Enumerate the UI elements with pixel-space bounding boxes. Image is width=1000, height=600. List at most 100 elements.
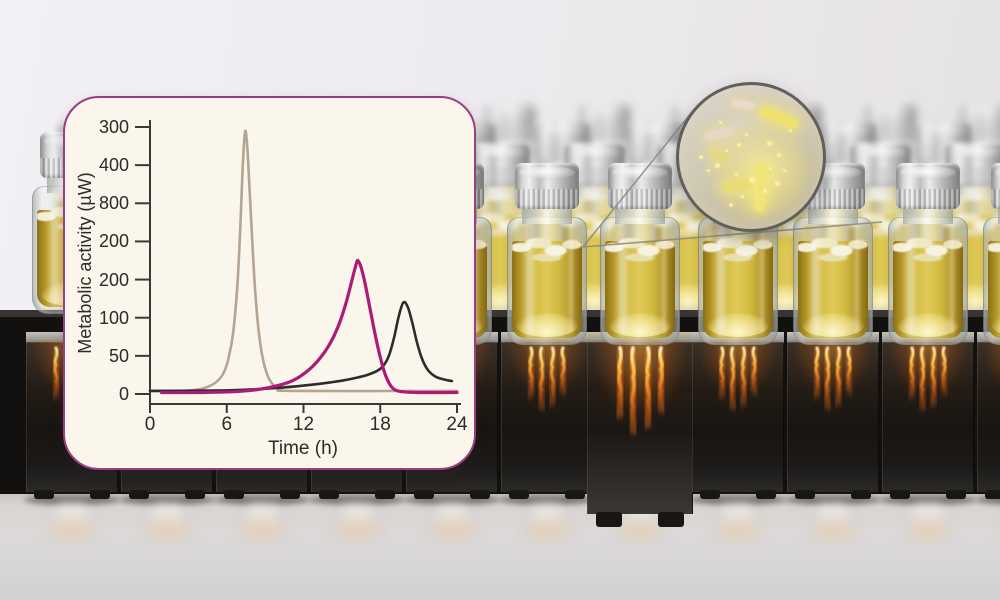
bacterium-speck: [783, 169, 786, 172]
flame-line: [941, 346, 947, 396]
flame-reflection: [421, 518, 483, 542]
bacterium-speck: [777, 153, 781, 157]
block-face: [501, 343, 593, 492]
flame-reflection: [516, 518, 578, 542]
flame-line: [53, 346, 59, 400]
cap-top-highlight: [868, 106, 914, 117]
vial-reflection: [724, 502, 752, 546]
glass-reflection: [50, 190, 59, 307]
flame-glow: [977, 340, 1000, 440]
cap-top-highlight: [582, 106, 628, 117]
block-foot: [185, 490, 205, 499]
block-face: [787, 343, 879, 492]
cap-crimp-ridges: [801, 189, 865, 209]
cap-top-highlight: [900, 166, 956, 179]
bacterium-speck: [767, 141, 772, 146]
y-tick-label: 200: [98, 231, 129, 252]
y-tick-label: 50: [108, 345, 129, 366]
flame-glow: [882, 340, 974, 440]
bacterium-speck: [741, 195, 744, 198]
block-foot: [700, 490, 720, 499]
bacterium-speck: [729, 203, 733, 207]
rear-plate-strip: [0, 310, 1000, 317]
vial-reflection: [819, 502, 847, 546]
vial-reflection: [914, 502, 942, 546]
vial-foam: [512, 234, 582, 264]
bacterium-speck: [699, 155, 703, 159]
flame-line: [550, 346, 555, 408]
x-tick-label: 6: [221, 414, 233, 435]
glass-reflection: [906, 221, 915, 337]
block-contact-shadow: [404, 495, 500, 505]
flame-reflection: [41, 518, 103, 542]
block-foot: [795, 490, 815, 499]
block-contact-shadow: [785, 495, 881, 505]
bacterium-speck: [737, 143, 741, 147]
flame-glow: [501, 340, 593, 440]
bacterium-speck: [719, 121, 722, 124]
vial: [600, 163, 680, 348]
flame-line: [846, 346, 852, 396]
bacterium-rod: [730, 97, 756, 112]
flame-reflection: [802, 518, 864, 542]
liquid-bottom-glow: [897, 313, 959, 337]
heater-block: [787, 332, 879, 492]
block-foot: [985, 490, 1000, 499]
x-axis-title: Time (h): [267, 438, 339, 459]
vial-foam: [605, 234, 675, 264]
block-foot: [851, 490, 871, 499]
bacterium-speck: [745, 133, 748, 136]
vial-reflection: [153, 502, 181, 546]
block-contact-shadow: [975, 495, 1000, 505]
block-foot: [658, 512, 684, 527]
glass-reflection: [855, 223, 859, 333]
cap-top-highlight: [854, 145, 908, 159]
block-foot: [470, 490, 490, 499]
liquid-bottom-glow: [516, 313, 578, 337]
heater-block: [977, 332, 1000, 492]
curve-mid-peak: [159, 258, 459, 395]
vial-neck: [857, 184, 905, 201]
flame-line: [539, 346, 544, 412]
bacterium-rod: [753, 164, 768, 212]
cap-crimp-ridges: [515, 189, 579, 209]
flame-line: [920, 346, 925, 412]
y-tick-labels: 300 400 800 200 200 100 50 0: [65, 98, 474, 468]
flame-reflection: [231, 518, 293, 542]
vial-neck: [615, 207, 665, 224]
block-foot: [756, 490, 776, 499]
cap-top-highlight: [612, 166, 668, 179]
flame-line: [931, 346, 936, 408]
block-face: [882, 343, 974, 492]
bacterium-speck: [775, 181, 780, 186]
vial-foam: [703, 234, 773, 264]
flame-line: [560, 346, 566, 396]
x-tick-label: 12: [292, 414, 315, 435]
liquid-bottom-glow: [609, 313, 671, 337]
bacterium-rod: [702, 125, 734, 143]
y-tick-label: 300: [98, 117, 129, 137]
x-tick-label: 24: [446, 414, 468, 435]
cap-top-highlight: [537, 124, 587, 137]
cap-crimp-ridges: [484, 124, 536, 141]
flame-reflection: [707, 518, 769, 542]
cap-top-highlight: [568, 145, 622, 159]
block-contact-shadow: [214, 495, 310, 505]
chart-panel: 300 400 800 200 200 100 50 0 0 6 12 18 24 Time (h) …: [63, 96, 476, 470]
vial: [507, 163, 587, 348]
glass-reflection: [811, 221, 820, 337]
block-foot: [129, 490, 149, 499]
bacterium-speck: [735, 173, 738, 176]
block-foot: [509, 490, 529, 499]
liquid-bottom-glow: [707, 313, 769, 337]
block-contact-shadow: [690, 495, 786, 505]
flame-line: [630, 346, 636, 436]
flame-line: [730, 346, 735, 412]
block-foot: [946, 490, 966, 499]
cap-crimp-ridges: [896, 189, 960, 209]
curve-late-peak: [148, 300, 454, 393]
vial-foam: [893, 234, 963, 264]
chart-plot: [135, 120, 461, 413]
flame-reflection: [992, 518, 1000, 542]
